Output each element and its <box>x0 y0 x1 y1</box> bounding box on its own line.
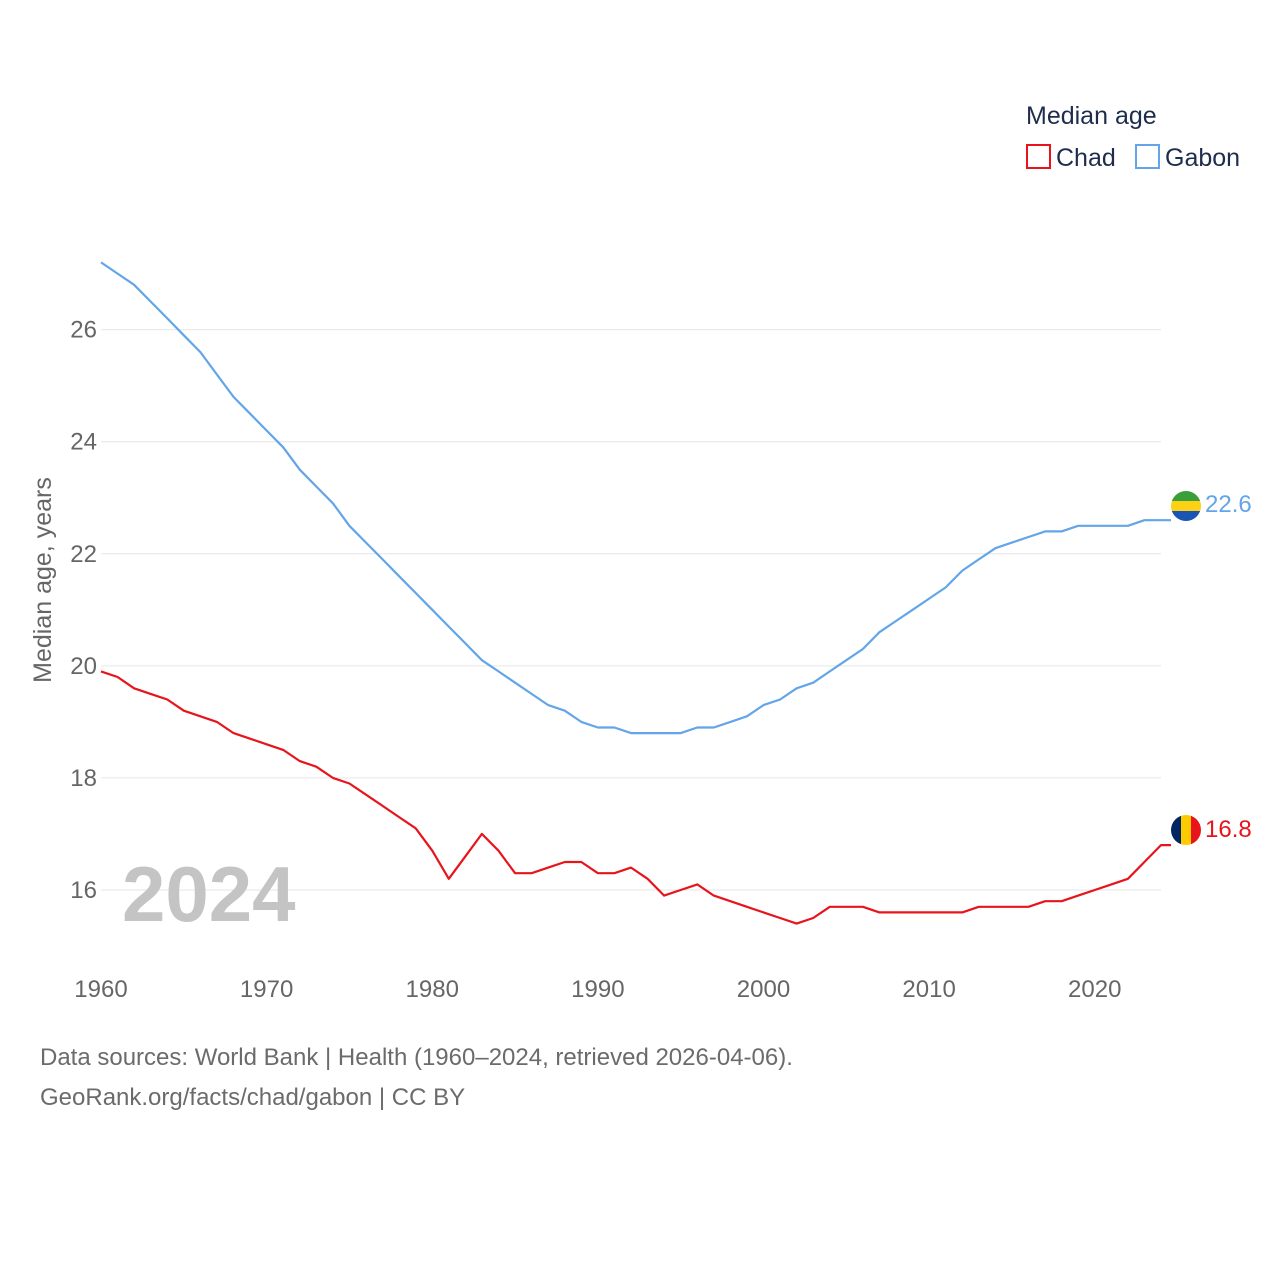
y-tick-label: 24 <box>70 429 97 456</box>
x-tick-label: 2000 <box>737 976 790 1003</box>
y-tick-label: 16 <box>70 877 97 904</box>
data-source-text: Data sources: World Bank | Health (1960–… <box>40 1044 793 1071</box>
y-axis-ticks: 16 18 20 22 24 26 <box>70 317 97 904</box>
series-lines <box>100 261 1171 925</box>
x-tick-label: 2020 <box>1068 976 1121 1003</box>
x-tick-label: 1980 <box>406 976 459 1003</box>
y-tick-label: 18 <box>70 765 97 792</box>
x-tick-label: 2010 <box>902 976 955 1003</box>
legend-label-chad: Chad <box>1056 144 1116 172</box>
legend-swatch-gabon <box>1135 144 1160 169</box>
x-tick-label: 1970 <box>240 976 293 1003</box>
y-tick-label: 22 <box>70 541 97 568</box>
x-tick-label: 1960 <box>74 976 127 1003</box>
x-axis-ticks: 1960 1970 1980 1990 2000 2010 2020 <box>74 976 1121 1003</box>
x-tick-label: 1990 <box>571 976 624 1003</box>
legend-item-gabon[interactable]: Gabon <box>1135 144 1240 172</box>
chad-flag-icon <box>1171 815 1201 845</box>
y-tick-label: 26 <box>70 317 97 344</box>
gabon-end-value: 22.6 <box>1205 491 1252 518</box>
chad-end-value: 16.8 <box>1205 816 1252 843</box>
legend-title: Median age <box>1026 102 1157 130</box>
legend-item-chad[interactable]: Chad <box>1026 144 1116 172</box>
year-watermark: 2024 <box>122 850 296 938</box>
legend: Median age Chad Gabon <box>1026 102 1240 172</box>
series-line-gabon <box>100 261 1171 735</box>
legend-label-gabon: Gabon <box>1165 144 1240 172</box>
y-tick-label: 20 <box>70 653 97 680</box>
gridlines <box>101 329 1161 891</box>
attribution-link[interactable]: GeoRank.org/facts/chad/gabon | CC BY <box>40 1084 466 1111</box>
legend-swatch-chad <box>1026 144 1051 169</box>
y-axis-label: Median age, years <box>29 477 57 683</box>
series-line-chad <box>100 670 1171 925</box>
gabon-flag-icon <box>1171 491 1201 521</box>
